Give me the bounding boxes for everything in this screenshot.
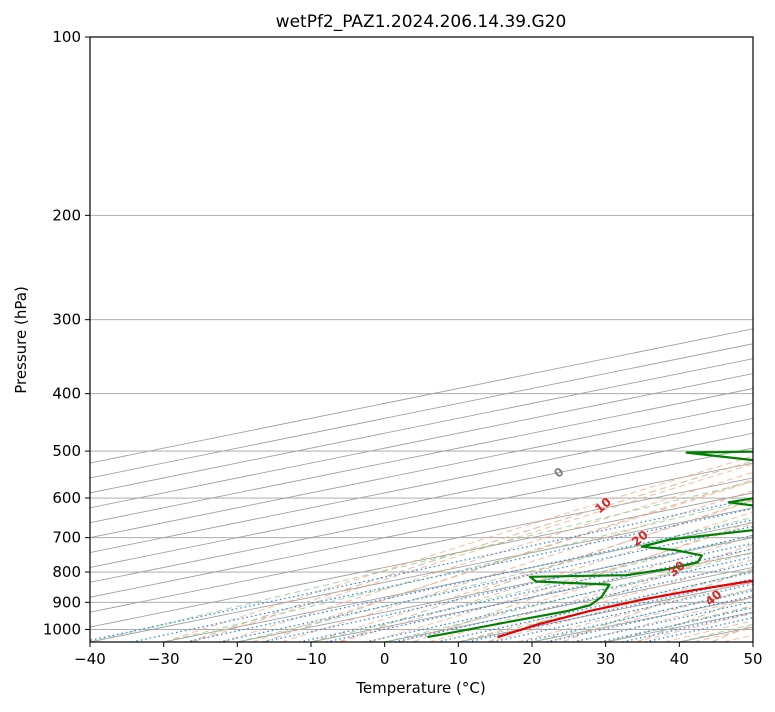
x-tick-label: 50 — [743, 650, 762, 668]
y-tick-label: 400 — [52, 385, 81, 403]
x-tick-label: −30 — [148, 650, 180, 668]
y-tick-label: 300 — [52, 311, 81, 329]
x-tick-label: 30 — [596, 650, 615, 668]
x-tick-label: 0 — [380, 650, 390, 668]
y-tick-label: 200 — [52, 206, 81, 224]
y-tick-label: 800 — [52, 563, 81, 581]
y-tick-label: 900 — [52, 593, 81, 611]
y-tick-label: 700 — [52, 529, 81, 547]
x-tick-label: 10 — [449, 650, 468, 668]
x-axis-title: Temperature (°C) — [355, 679, 485, 697]
y-axis-title: Pressure (hPa) — [12, 286, 30, 394]
x-tick-label: −20 — [222, 650, 254, 668]
y-tick-label: 500 — [52, 442, 81, 460]
y-tick-label: 100 — [52, 28, 81, 46]
x-tick-label: −40 — [74, 650, 106, 668]
x-tick-label: −10 — [295, 650, 327, 668]
x-tick-label: 20 — [522, 650, 541, 668]
y-tick-label: 1000 — [43, 620, 81, 638]
x-tick-label: 40 — [670, 650, 689, 668]
chart-title: wetPf2_PAZ1.2024.206.14.39.G20 — [276, 12, 567, 32]
y-tick-label: 600 — [52, 489, 81, 507]
